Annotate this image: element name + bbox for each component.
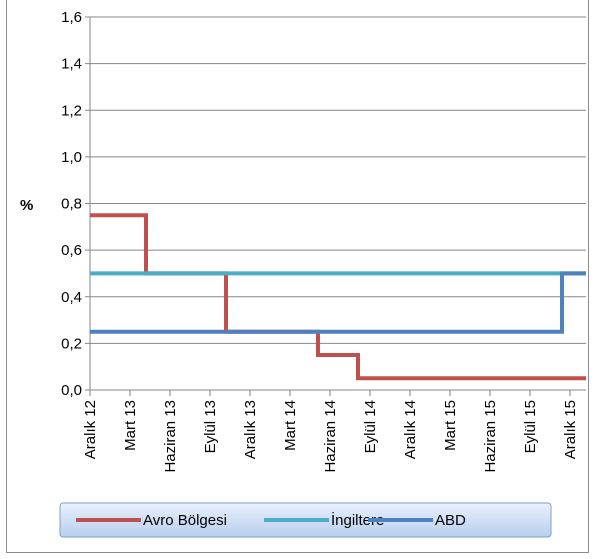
y-tick-label: 0,0 (61, 382, 82, 399)
series-line (90, 271, 586, 334)
x-tick-label: Haziran 13 (162, 400, 179, 473)
x-tick-label: Mart 15 (442, 400, 459, 451)
x-tick-label: Mart 14 (282, 400, 299, 451)
y-axis-unit-label: % (20, 197, 33, 214)
y-tick-label: 0,4 (61, 289, 82, 306)
legend-label: ABD (435, 512, 466, 529)
y-tick-label: 0,2 (61, 335, 82, 352)
y-tick-label: 1,6 (61, 9, 82, 26)
x-tick-labels: Aralık 12 Mart 13 Haziran 13 Eylül 13 Aralık… (82, 400, 579, 473)
y-tick-labels: 0,0 0,2 0,4 0,6 0,8 1,0 1,2 1,4 1,6 (61, 9, 82, 399)
x-tick-label: Mart 13 (122, 400, 139, 451)
y-tick-label: 0,8 (61, 196, 82, 213)
y-tick-label: 1,4 (61, 56, 82, 73)
x-tick-label: Aralık 14 (402, 400, 419, 459)
y-tick-label: 1,2 (61, 102, 82, 119)
x-tick-label: Aralık 13 (242, 400, 259, 459)
x-tick-label: Aralık 15 (562, 400, 579, 459)
gridlines (90, 16, 586, 391)
legend: Avro Bölgesi İngiltere ABD (59, 502, 552, 538)
y-tick-label: 0,6 (61, 242, 82, 259)
series-lines (90, 213, 586, 381)
x-tick-label: Aralık 12 (82, 400, 99, 459)
chart-frame (6, 0, 589, 553)
legend-label: Avro Bölgesi (143, 512, 227, 529)
x-tick-label: Haziran 14 (322, 400, 339, 473)
x-tick-label: Eylül 14 (362, 400, 379, 453)
x-tick-label: Eylül 13 (202, 400, 219, 453)
x-tick-label: Eylül 15 (522, 400, 539, 453)
axes (85, 16, 571, 396)
y-tick-label: 1,0 (61, 149, 82, 166)
legend-label: İngiltere (331, 511, 384, 529)
x-tick-label: Haziran 15 (482, 400, 499, 473)
